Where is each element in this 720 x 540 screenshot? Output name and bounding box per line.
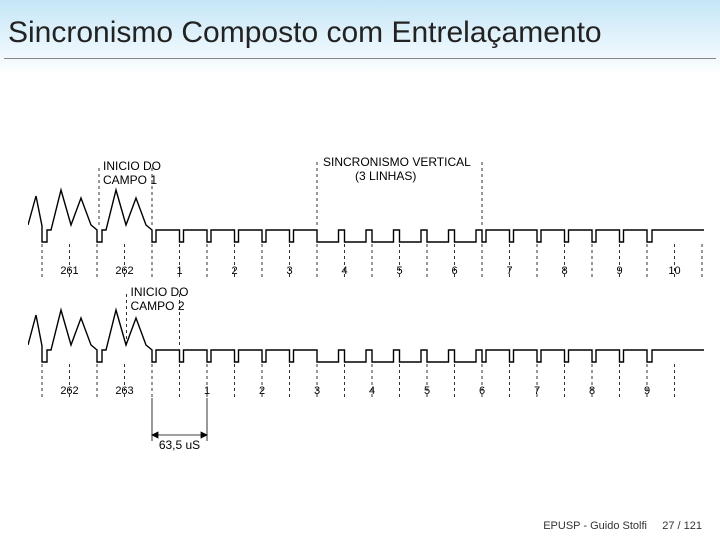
timing-diagram: INICIO DOCAMPO 1SINCRONISMO VERTICAL(3 L… (28, 150, 704, 470)
row2-num: 2 (259, 385, 265, 397)
row1-num: 9 (616, 265, 622, 277)
row1-num: 261 (60, 265, 78, 277)
label-campo1-l2: CAMPO 1 (103, 173, 157, 187)
row1-num: 262 (115, 265, 133, 277)
label-campo1-l1: INICIO DO (103, 159, 161, 173)
row1-num: 6 (451, 265, 457, 277)
row1-num: 3 (286, 265, 292, 277)
row1-num: 4 (341, 265, 347, 277)
row1-num: 1 (176, 265, 182, 277)
row2-num: 5 (424, 385, 430, 397)
row1-num: 7 (506, 265, 512, 277)
row1-num: 10 (668, 265, 680, 277)
title-rule (4, 58, 716, 59)
waveform-campo1 (28, 190, 704, 242)
label-campo2-l2: CAMPO 2 (131, 299, 185, 313)
row2-num: 6 (479, 385, 485, 397)
row2-num: 4 (369, 385, 375, 397)
label-period: 63,5 uS (159, 438, 200, 452)
label-campo2-l1: INICIO DO (131, 285, 189, 299)
row2-num: 1 (204, 385, 210, 397)
row2-num: 7 (534, 385, 540, 397)
row2-num: 3 (314, 385, 320, 397)
footer-page: 27 / 121 (662, 520, 702, 532)
row1-num: 2 (231, 265, 237, 277)
row1-num: 5 (396, 265, 402, 277)
footer: EPUSP - Guido Stolfi 27 / 121 (543, 520, 702, 532)
row1-num: 8 (561, 265, 567, 277)
row2-num: 9 (644, 385, 650, 397)
row2-num: 8 (589, 385, 595, 397)
label-vsync-l1: SINCRONISMO VERTICAL (323, 155, 471, 169)
row2-num: 262 (60, 385, 78, 397)
row2-num: 263 (115, 385, 133, 397)
footer-author: EPUSP - Guido Stolfi (543, 520, 647, 532)
label-vsync-l2: (3 LINHAS) (355, 169, 416, 183)
page-title: Sincronismo Composto com Entrelaçamento (0, 0, 720, 58)
waveform-campo2 (28, 310, 704, 362)
